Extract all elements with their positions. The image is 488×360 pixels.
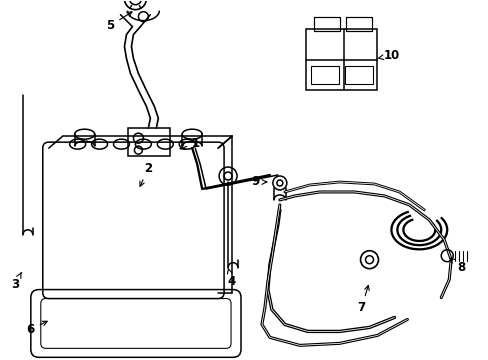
Bar	[313, 17, 339, 31]
Text: 6: 6	[27, 321, 47, 336]
Bar	[305, 28, 377, 90]
Bar	[128, 128, 170, 156]
Bar	[345, 17, 371, 31]
Text: 9: 9	[251, 175, 266, 189]
Text: 7: 7	[357, 285, 368, 314]
Bar	[310, 67, 338, 84]
Text: 4: 4	[227, 269, 236, 288]
Text: 2: 2	[140, 162, 152, 186]
Text: 10: 10	[377, 49, 399, 62]
Text: 1: 1	[180, 137, 200, 150]
Text: 5: 5	[106, 12, 132, 32]
Text: 8: 8	[449, 258, 465, 274]
Text: 3: 3	[11, 273, 21, 291]
Bar	[344, 67, 372, 84]
